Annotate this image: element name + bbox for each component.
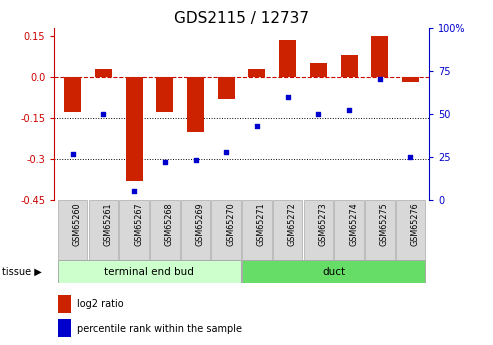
Text: GSM65273: GSM65273 xyxy=(318,203,327,246)
Text: GSM65276: GSM65276 xyxy=(411,203,420,246)
Bar xyxy=(58,319,71,337)
Bar xyxy=(371,36,388,77)
Bar xyxy=(64,77,81,112)
Bar xyxy=(119,200,149,260)
Bar xyxy=(310,63,327,77)
Text: GSM65275: GSM65275 xyxy=(380,203,389,246)
Bar xyxy=(304,200,333,260)
Text: log2 ratio: log2 ratio xyxy=(77,299,123,309)
Bar xyxy=(341,55,357,77)
Text: GSM65274: GSM65274 xyxy=(349,203,358,246)
Bar xyxy=(58,295,71,313)
Bar xyxy=(365,200,394,260)
Text: duct: duct xyxy=(322,267,345,277)
Text: percentile rank within the sample: percentile rank within the sample xyxy=(77,324,242,334)
Point xyxy=(376,77,384,82)
Bar xyxy=(89,200,118,260)
Text: GSM65270: GSM65270 xyxy=(226,203,235,246)
Bar xyxy=(58,260,241,283)
Bar xyxy=(150,200,179,260)
Bar xyxy=(334,200,364,260)
Text: GSM65268: GSM65268 xyxy=(165,203,174,246)
Title: GDS2115 / 12737: GDS2115 / 12737 xyxy=(174,11,309,27)
Text: GSM65267: GSM65267 xyxy=(134,203,143,246)
Point xyxy=(161,159,169,165)
Bar xyxy=(58,200,87,260)
Bar xyxy=(218,77,235,99)
Point xyxy=(192,158,200,163)
Text: GSM65271: GSM65271 xyxy=(257,203,266,246)
Point xyxy=(222,149,230,155)
Bar xyxy=(396,200,425,260)
Point xyxy=(283,94,291,99)
Point xyxy=(345,108,353,113)
Bar xyxy=(242,260,425,283)
Point xyxy=(130,189,138,194)
Bar xyxy=(248,69,265,77)
Point xyxy=(315,111,322,117)
Bar xyxy=(242,200,272,260)
Text: GSM65269: GSM65269 xyxy=(196,203,205,246)
Text: terminal end bud: terminal end bud xyxy=(105,267,194,277)
Bar xyxy=(156,77,173,112)
Point xyxy=(69,151,76,156)
Point xyxy=(407,154,415,160)
Text: tissue ▶: tissue ▶ xyxy=(2,267,42,277)
Text: GSM65261: GSM65261 xyxy=(104,203,112,246)
Text: GSM65260: GSM65260 xyxy=(72,203,82,246)
Bar xyxy=(273,200,302,260)
Point xyxy=(253,123,261,129)
Bar xyxy=(126,77,142,181)
Bar xyxy=(402,77,419,82)
Bar xyxy=(95,69,112,77)
Point xyxy=(100,111,107,117)
Bar xyxy=(181,200,210,260)
Bar xyxy=(187,77,204,132)
Bar xyxy=(279,40,296,77)
Bar xyxy=(211,200,241,260)
Text: GSM65272: GSM65272 xyxy=(287,203,297,246)
